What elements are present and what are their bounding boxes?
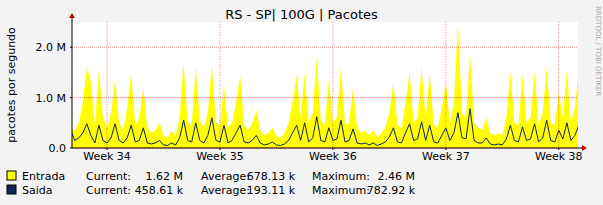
tick-label: 0.0 — [49, 142, 67, 155]
legend-label: Entrada — [22, 170, 65, 183]
watermark: RRDTOOL / TOBI OETIKER — [594, 6, 602, 96]
grid-line — [72, 97, 578, 98]
tick-label: Week 35 — [196, 150, 244, 163]
legend-stat-label: Maximum: — [312, 184, 370, 197]
legend-stat-value: 1.62 M — [146, 170, 183, 183]
legend-label: Saida — [22, 184, 53, 197]
legend-stat-value: 2.46 M — [378, 170, 415, 183]
grid-line — [107, 22, 108, 148]
legend-stat-value: 678.13 k — [247, 170, 296, 183]
legend-stat-value: 193.11 k — [247, 184, 296, 197]
background — [0, 0, 603, 205]
area — [72, 24, 578, 148]
axis-arrow — [582, 145, 587, 151]
tick-label: Week 36 — [309, 150, 357, 163]
chart: RS - SP| 100G | Pacotes pacotes por segun… — [0, 0, 603, 205]
title: RS - SP| 100G | Pacotes — [225, 7, 378, 22]
legend-stat-value: 458.61 k — [135, 184, 184, 197]
tick-label: Week 34 — [83, 150, 131, 163]
legend-stat-label: Current: — [86, 184, 131, 197]
legend-stat-label: Current: — [86, 170, 131, 183]
legend-stat-value: 782.92 k — [367, 184, 416, 197]
grid-line — [332, 22, 333, 148]
x-axis — [72, 148, 583, 149]
grid-line — [219, 22, 220, 148]
grid-line — [558, 22, 559, 148]
marks — [72, 24, 578, 148]
tick-label: 2.0 M — [36, 41, 66, 54]
legend-stat-label: Average: — [201, 170, 250, 183]
legend-stat-label: Average: — [201, 184, 250, 197]
grid-line — [72, 47, 578, 48]
tick-label: Week 38 — [535, 150, 583, 163]
y-axis — [72, 17, 73, 148]
y-axis-label: pacotes por segundo — [5, 27, 18, 143]
grid-line — [445, 22, 446, 148]
tick-label: 1.0 M — [36, 92, 66, 105]
line — [72, 109, 578, 146]
legend-stat-label: Maximum: — [312, 170, 370, 183]
axis-arrow — [69, 13, 75, 18]
legend-swatch — [7, 171, 16, 180]
tick-label: Week 37 — [422, 150, 470, 163]
legend-swatch — [7, 185, 16, 194]
